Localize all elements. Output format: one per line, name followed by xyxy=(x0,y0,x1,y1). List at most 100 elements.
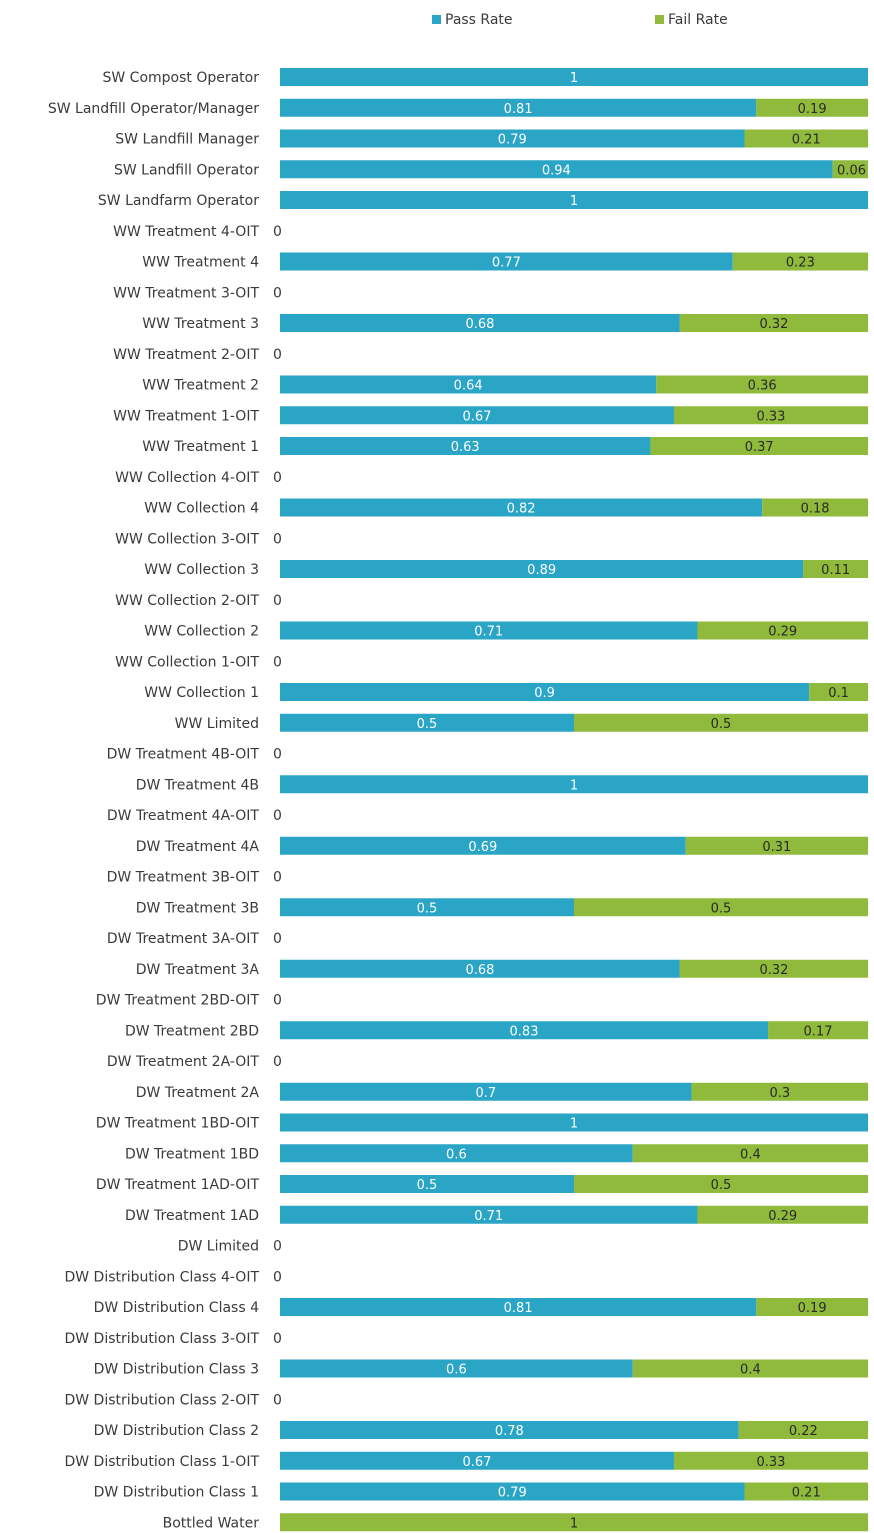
legend-swatch-fail-rate xyxy=(655,15,664,24)
data-label-pass-dw-treatment-2a-oit: 0 xyxy=(273,1054,282,1070)
category-label-ww-collection-3-oit: WW Collection 3-OIT xyxy=(115,531,259,547)
category-label-ww-treatment-4: WW Treatment 4 xyxy=(142,255,259,271)
bar-fail-sw-landfill-operator xyxy=(832,160,868,179)
data-label-pass-dw-distribution-class-4: 0.81 xyxy=(504,1301,533,1316)
category-label-dw-treatment-1ad: DW Treatment 1AD xyxy=(125,1208,259,1224)
category-label-dw-treatment-2a: DW Treatment 2A xyxy=(136,1085,260,1101)
category-label-dw-distribution-class-3-oit: DW Distribution Class 3-OIT xyxy=(64,1331,259,1347)
bar-pass-sw-landfarm-operator xyxy=(280,191,868,209)
bar-fail-dw-distribution-class-2 xyxy=(738,1421,868,1439)
category-label-dw-treatment-4b: DW Treatment 4B xyxy=(136,777,259,793)
data-label-fail-dw-treatment-4a: 0.31 xyxy=(762,840,791,855)
bar-fail-sw-landfill-operator-manager xyxy=(756,98,868,117)
data-label-pass-ww-treatment-3-oit: 0 xyxy=(273,285,282,301)
bar-pass-ww-collection-3 xyxy=(280,560,804,578)
data-label-pass-ww-limited: 0.5 xyxy=(417,717,438,732)
bar-fail-ww-collection-1 xyxy=(809,683,868,701)
category-label-ww-treatment-3: WW Treatment 3 xyxy=(142,316,259,332)
category-label-ww-collection-1-oit: WW Collection 1-OIT xyxy=(115,654,259,670)
data-label-pass-dw-distribution-class-2-oit: 0 xyxy=(273,1392,282,1408)
data-label-pass-sw-landfill-operator: 0.94 xyxy=(542,163,571,178)
data-label-fail-dw-distribution-class-1: 0.21 xyxy=(792,1486,821,1501)
bar-pass-dw-treatment-4b xyxy=(280,775,868,794)
bar-fail-ww-treatment-1 xyxy=(650,437,868,455)
bar-pass-dw-distribution-class-1-oit xyxy=(280,1451,674,1470)
data-label-pass-dw-treatment-3b-oit: 0 xyxy=(273,870,282,886)
category-label-ww-collection-3: WW Collection 3 xyxy=(144,562,259,578)
category-label-dw-distribution-class-1-oit: DW Distribution Class 1-OIT xyxy=(64,1454,259,1470)
bar-fail-dw-treatment-1bd xyxy=(632,1144,868,1163)
category-label-ww-treatment-1: WW Treatment 1 xyxy=(142,439,259,455)
data-label-pass-ww-collection-1: 0.9 xyxy=(534,686,555,701)
data-label-pass-ww-collection-3-oit: 0 xyxy=(273,531,282,547)
bar-pass-ww-treatment-3 xyxy=(280,314,680,332)
data-label-pass-ww-treatment-2-oit: 0 xyxy=(273,347,282,363)
data-label-fail-sw-landfill-operator: 0.06 xyxy=(837,163,866,178)
category-label-dw-treatment-4a-oit: DW Treatment 4A-OIT xyxy=(107,808,260,824)
bar-fail-bottled-water xyxy=(280,1513,868,1532)
bar-fail-ww-collection-4 xyxy=(762,498,868,517)
bar-fail-dw-distribution-class-1-oit xyxy=(673,1451,868,1470)
data-label-pass-dw-distribution-class-3-oit: 0 xyxy=(273,1331,282,1347)
bar-fail-dw-distribution-class-1 xyxy=(744,1482,868,1501)
bar-fail-dw-treatment-1ad xyxy=(697,1205,868,1224)
category-label-dw-treatment-3b: DW Treatment 3B xyxy=(136,900,259,916)
data-label-fail-ww-collection-2: 0.29 xyxy=(768,625,797,640)
data-label-pass-sw-landfarm-operator: 1 xyxy=(570,194,578,209)
data-label-fail-sw-landfill-operator-manager: 0.19 xyxy=(798,102,827,117)
category-label-ww-treatment-3-oit: WW Treatment 3-OIT xyxy=(113,285,259,301)
legend-label-pass-rate: Pass Rate xyxy=(445,12,513,28)
category-label-sw-landfill-manager: SW Landfill Manager xyxy=(115,132,259,148)
bar-fail-ww-treatment-2 xyxy=(656,375,868,394)
data-label-pass-sw-landfill-manager: 0.79 xyxy=(498,133,527,148)
data-label-fail-ww-collection-3: 0.11 xyxy=(821,563,850,578)
bar-fail-dw-treatment-1ad-oit xyxy=(574,1175,868,1193)
bar-fail-dw-treatment-2bd xyxy=(768,1021,868,1040)
data-label-fail-dw-treatment-1ad-oit: 0.5 xyxy=(711,1178,732,1193)
category-label-dw-distribution-class-2-oit: DW Distribution Class 2-OIT xyxy=(64,1392,259,1408)
bar-pass-ww-treatment-1 xyxy=(280,437,651,455)
category-label-dw-distribution-class-4: DW Distribution Class 4 xyxy=(94,1300,259,1316)
bar-pass-ww-collection-1 xyxy=(280,683,810,701)
bar-fail-ww-collection-3 xyxy=(803,560,868,578)
data-label-fail-ww-limited: 0.5 xyxy=(711,717,732,732)
data-label-pass-ww-treatment-1: 0.63 xyxy=(451,440,480,455)
bar-fail-ww-collection-2 xyxy=(697,621,868,640)
data-label-pass-ww-collection-3: 0.89 xyxy=(527,563,556,578)
category-label-dw-treatment-3a: DW Treatment 3A xyxy=(136,962,260,978)
data-label-pass-dw-treatment-2bd: 0.83 xyxy=(510,1024,539,1039)
data-label-fail-dw-distribution-class-2: 0.22 xyxy=(789,1424,818,1439)
data-label-pass-dw-treatment-2a: 0.7 xyxy=(475,1086,496,1101)
data-label-pass-dw-treatment-1ad: 0.71 xyxy=(474,1209,503,1224)
data-label-pass-ww-treatment-3: 0.68 xyxy=(465,317,494,332)
bars: 1 0.81 0.19 0.79 0.21 0.94 0.06 1 0 0.77 0.23 0 0.68… xyxy=(273,68,868,1532)
data-label-fail-ww-treatment-3: 0.32 xyxy=(759,317,788,332)
bar-fail-dw-distribution-class-4 xyxy=(756,1298,868,1316)
bar-fail-dw-distribution-class-3 xyxy=(632,1359,868,1378)
legend-label-fail-rate: Fail Rate xyxy=(668,12,728,28)
data-label-pass-dw-distribution-class-1: 0.79 xyxy=(498,1486,527,1501)
data-label-pass-ww-collection-2-oit: 0 xyxy=(273,593,282,609)
bar-pass-dw-distribution-class-1 xyxy=(280,1482,745,1501)
category-label-ww-treatment-4-oit: WW Treatment 4-OIT xyxy=(113,224,259,240)
category-label-dw-treatment-4a: DW Treatment 4A xyxy=(136,839,260,855)
data-label-pass-dw-distribution-class-3: 0.6 xyxy=(446,1363,467,1378)
bar-pass-dw-treatment-1bd-oit xyxy=(280,1113,868,1132)
data-label-pass-sw-landfill-operator-manager: 0.81 xyxy=(504,102,533,117)
data-label-pass-dw-distribution-class-4-oit: 0 xyxy=(273,1269,282,1285)
category-label-dw-distribution-class-4-oit: DW Distribution Class 4-OIT xyxy=(64,1269,259,1285)
bar-fail-dw-treatment-3b xyxy=(574,898,868,917)
category-label-dw-treatment-3b-oit: DW Treatment 3B-OIT xyxy=(107,870,260,886)
bar-fail-dw-treatment-2a xyxy=(691,1082,868,1101)
bar-pass-ww-treatment-1-oit xyxy=(280,406,674,425)
data-label-fail-bottled-water: 1 xyxy=(570,1516,578,1531)
category-label-ww-collection-2: WW Collection 2 xyxy=(144,624,259,640)
category-label-sw-compost-operator: SW Compost Operator xyxy=(102,70,259,86)
category-label-ww-treatment-1-oit: WW Treatment 1-OIT xyxy=(113,408,259,424)
bar-fail-ww-treatment-4 xyxy=(732,252,868,271)
data-label-pass-dw-treatment-3a: 0.68 xyxy=(465,963,494,978)
data-label-pass-dw-distribution-class-1-oit: 0.67 xyxy=(463,1455,492,1470)
data-label-fail-dw-treatment-2bd: 0.17 xyxy=(804,1024,833,1039)
data-label-fail-ww-treatment-1-oit: 0.33 xyxy=(757,409,786,424)
